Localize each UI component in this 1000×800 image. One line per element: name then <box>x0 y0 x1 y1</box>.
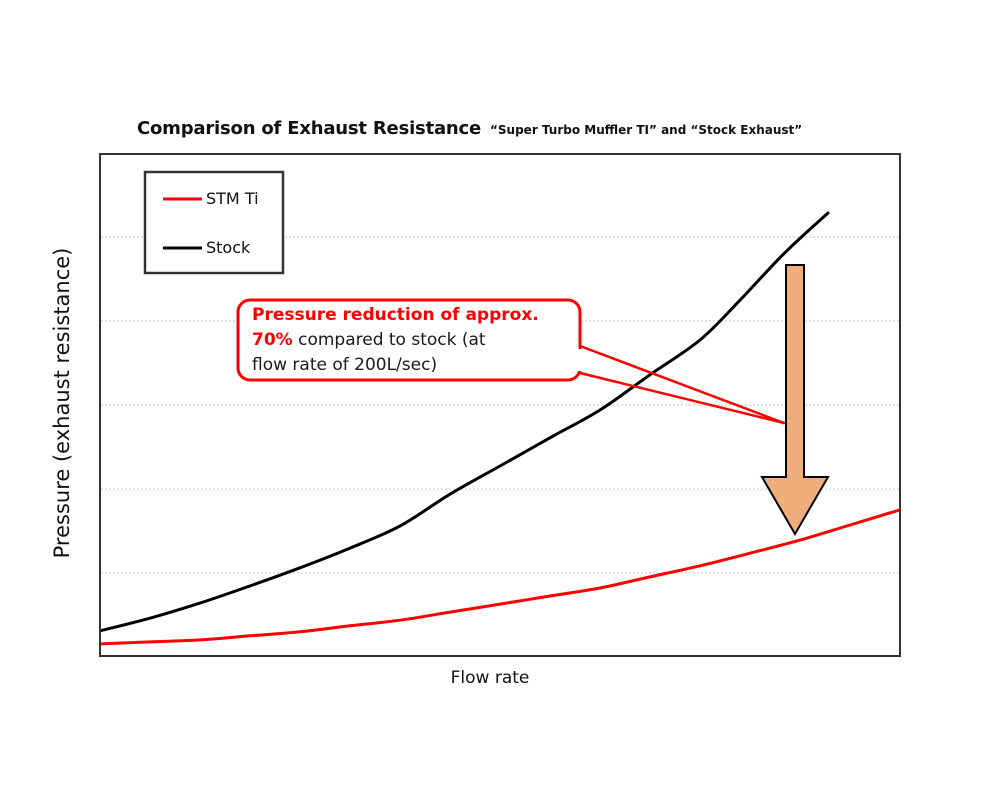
x-axis-label: Flow rate <box>450 668 530 688</box>
callout-tail-upper-line <box>578 344 786 425</box>
chart-title-row: Comparison of Exhaust Resistance “Super … <box>137 118 802 139</box>
plot-area <box>99 153 901 657</box>
legend-label-stock: Stock <box>206 238 251 257</box>
chart-title: Comparison of Exhaust Resistance <box>137 118 482 139</box>
callout-line-2-highlight: 70% <box>252 330 293 350</box>
callout-line-2-rest: compared to stock (at <box>292 330 486 350</box>
y-axis-label: Pressure (exhaust resistance) <box>50 247 74 559</box>
legend-label-stm-ti: STM Ti <box>206 189 259 208</box>
legend-box <box>143 170 285 275</box>
callout-line-1: Pressure reduction of approx. <box>252 305 539 325</box>
callout-line-3: flow rate of 200L/sec) <box>252 355 438 375</box>
callout-tail-lower-line <box>578 371 786 425</box>
stock-line <box>99 211 830 633</box>
plot-frame <box>99 153 901 657</box>
callout-line-2: 70% compared to stock (at <box>252 328 539 353</box>
callout-border <box>236 298 582 382</box>
pressure-drop-arrow <box>760 264 830 536</box>
callout-tail-gap <box>577 349 584 371</box>
stm-ti-line <box>99 508 901 646</box>
gridlines <box>101 236 899 574</box>
callout-text: Pressure reduction of approx. 70% compar… <box>252 303 539 378</box>
callout-bubble <box>236 298 786 425</box>
chart-subtitle: “Super Turbo Muffler TI” and “Stock Exha… <box>490 123 803 137</box>
